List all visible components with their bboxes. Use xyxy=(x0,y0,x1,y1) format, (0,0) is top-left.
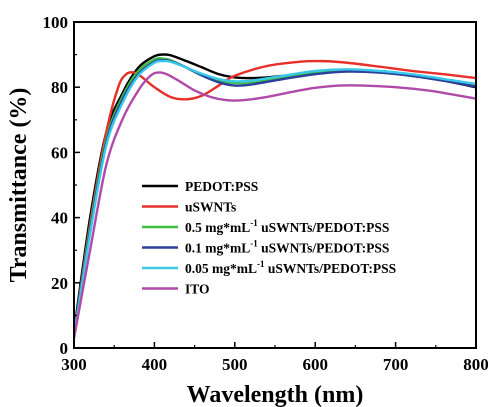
series-line-2 xyxy=(74,56,476,336)
series-line-5 xyxy=(74,71,476,339)
x-tick-label-5: 800 xyxy=(463,355,489,374)
y-tick-label-3: 60 xyxy=(51,143,68,162)
legend: PEDOT:PSS uSWNTs 0.5 mg*mL-1 uSWNTs/PEDOT:… xyxy=(142,179,396,297)
x-axis-title: Wavelength (nm) xyxy=(187,382,364,407)
series-line-4 xyxy=(74,59,476,337)
y-tick-label-4: 80 xyxy=(51,78,68,97)
y-tick-label-0: 0 xyxy=(60,339,69,358)
y-tick-label-1: 20 xyxy=(51,274,68,293)
legend-label-5: ITO xyxy=(185,282,210,297)
series-line-1 xyxy=(74,59,476,336)
y-axis-title: Transmittance (%) xyxy=(6,88,32,283)
legend-label-1: uSWNTs xyxy=(185,200,236,215)
x-tick-label-1: 400 xyxy=(142,355,168,374)
legend-label-0: PEDOT:PSS xyxy=(185,179,258,194)
legend-label-2: 0.5 mg*mL-1 uSWNTs/PEDOT:PSS xyxy=(185,218,389,235)
x-tick-label-2: 500 xyxy=(222,355,248,374)
x-tick-label-3: 600 xyxy=(302,355,328,374)
x-tick-label-0: 300 xyxy=(61,355,87,374)
series-layer xyxy=(74,53,476,339)
y-tick-label-5: 100 xyxy=(43,13,69,32)
ticks-layer: 300 400 500 600 700 800 0 20 40 60 80 100 xyxy=(43,13,489,374)
x-tick-label-4: 700 xyxy=(383,355,409,374)
series-line-3 xyxy=(74,58,476,336)
legend-label-3: 0.1 mg*mL-1 uSWNTs/PEDOT:PSS xyxy=(185,239,389,256)
y-tick-label-2: 40 xyxy=(51,209,68,228)
legend-label-4: 0.05 mg*mL-1 uSWNTs/PEDOT:PSS xyxy=(185,259,396,276)
